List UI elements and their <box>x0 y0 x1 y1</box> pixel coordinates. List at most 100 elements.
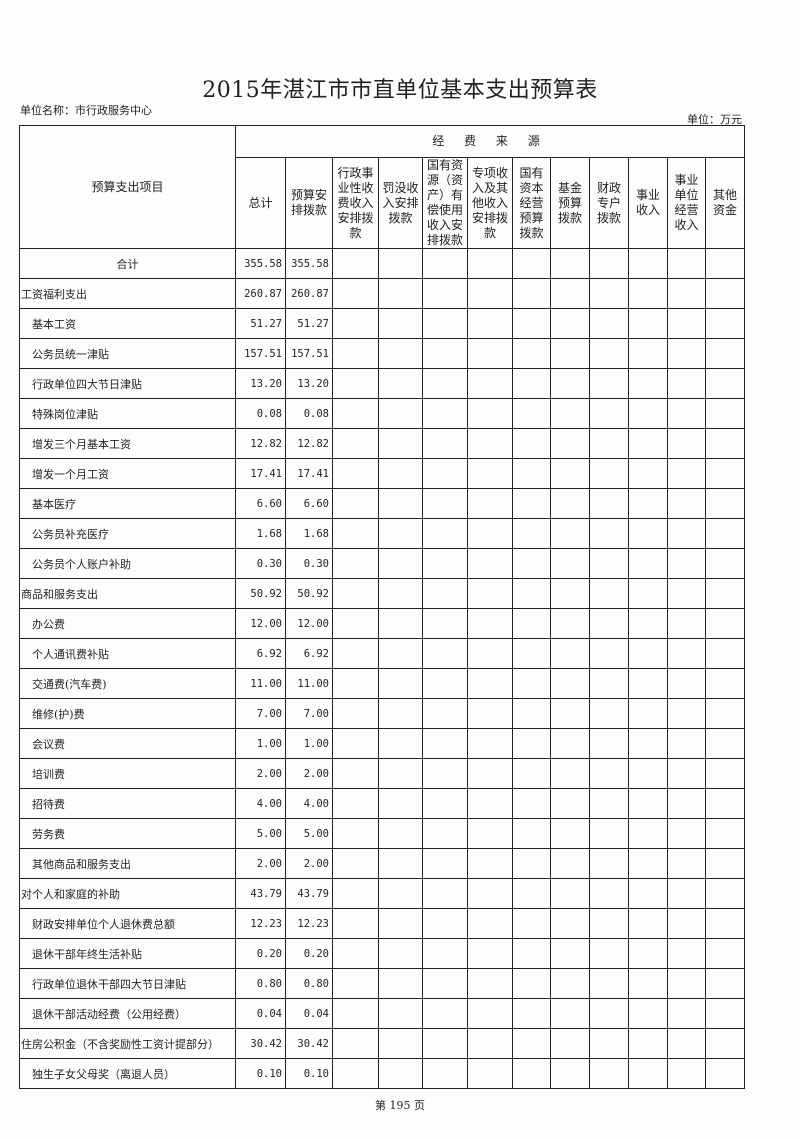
empty-cell <box>332 1058 379 1089</box>
empty-cell <box>512 758 551 789</box>
empty-cell <box>704 728 746 759</box>
empty-cell <box>704 908 746 939</box>
empty-cell <box>378 998 423 1029</box>
empty-cell <box>550 548 590 579</box>
empty-cell <box>378 458 423 489</box>
empty-cell <box>550 428 590 459</box>
table-row: 办公费 12.00 12.00 <box>19 608 746 639</box>
empty-cell <box>512 248 551 279</box>
table-row: 商品和服务支出 50.92 50.92 <box>19 578 746 609</box>
empty-cell <box>589 578 629 609</box>
cell-budget: 17.41 <box>285 458 333 489</box>
empty-cell <box>378 398 423 429</box>
row-item-name: 培训费 <box>19 758 236 789</box>
empty-cell <box>422 248 468 279</box>
table-row: 行政单位退休干部四大节日津贴 0.80 0.80 <box>19 968 746 999</box>
empty-cell <box>550 308 590 339</box>
empty-cell <box>422 608 468 639</box>
empty-cell <box>332 608 379 639</box>
empty-cell <box>512 1028 551 1059</box>
empty-cell <box>422 1058 468 1089</box>
empty-cell <box>550 788 590 819</box>
cell-budget: 30.42 <box>285 1028 333 1059</box>
empty-cell <box>378 668 423 699</box>
empty-cell <box>512 908 551 939</box>
table-row: 特殊岗位津贴 0.08 0.08 <box>19 398 746 429</box>
empty-cell <box>512 668 551 699</box>
empty-cell <box>667 908 706 939</box>
table-row: 劳务费 5.00 5.00 <box>19 818 746 849</box>
empty-cell <box>704 938 746 969</box>
row-item-name: 公务员统一津贴 <box>19 338 236 369</box>
empty-cell <box>704 308 746 339</box>
empty-cell <box>704 788 746 819</box>
cell-total: 5.00 <box>235 818 286 849</box>
column-header: 总计 <box>235 157 286 249</box>
cell-budget: 12.23 <box>285 908 333 939</box>
empty-cell <box>628 518 668 549</box>
cell-budget: 51.27 <box>285 308 333 339</box>
empty-cell <box>589 608 629 639</box>
empty-cell <box>550 758 590 789</box>
empty-cell <box>512 938 551 969</box>
cell-budget: 0.30 <box>285 548 333 579</box>
cell-total: 1.00 <box>235 728 286 759</box>
empty-cell <box>628 308 668 339</box>
empty-cell <box>332 878 379 909</box>
empty-cell <box>378 368 423 399</box>
empty-cell <box>512 728 551 759</box>
empty-cell <box>628 278 668 309</box>
column-header: 其他资金 <box>704 157 746 249</box>
empty-cell <box>512 368 551 399</box>
cell-total: 2.00 <box>235 758 286 789</box>
row-item-name: 商品和服务支出 <box>19 578 236 609</box>
empty-cell <box>667 788 706 819</box>
empty-cell <box>422 638 468 669</box>
empty-cell <box>667 278 706 309</box>
empty-cell <box>628 398 668 429</box>
empty-cell <box>512 308 551 339</box>
empty-cell <box>667 758 706 789</box>
empty-cell <box>704 848 746 879</box>
empty-cell <box>422 518 468 549</box>
empty-cell <box>378 848 423 879</box>
empty-cell <box>589 878 629 909</box>
empty-cell <box>667 368 706 399</box>
empty-cell <box>667 818 706 849</box>
empty-cell <box>667 728 706 759</box>
table-row: 公务员统一津贴 157.51 157.51 <box>19 338 746 369</box>
empty-cell <box>667 248 706 279</box>
cell-budget: 355.58 <box>285 248 333 279</box>
empty-cell <box>704 488 746 519</box>
empty-cell <box>628 608 668 639</box>
empty-cell <box>589 368 629 399</box>
empty-cell <box>422 578 468 609</box>
empty-cell <box>628 1028 668 1059</box>
cell-budget: 0.20 <box>285 938 333 969</box>
table-row: 增发三个月基本工资 12.82 12.82 <box>19 428 746 459</box>
cell-total: 0.08 <box>235 398 286 429</box>
unit-name: 单位名称：市行政服务中心 <box>20 104 152 117</box>
empty-cell <box>512 278 551 309</box>
empty-cell <box>467 308 513 339</box>
empty-cell <box>422 848 468 879</box>
empty-cell <box>512 968 551 999</box>
empty-cell <box>332 518 379 549</box>
cell-total: 12.00 <box>235 608 286 639</box>
empty-cell <box>378 548 423 579</box>
empty-cell <box>667 548 706 579</box>
empty-cell <box>589 428 629 459</box>
empty-cell <box>589 848 629 879</box>
empty-cell <box>378 638 423 669</box>
column-header: 预算安排拨款 <box>285 157 333 249</box>
empty-cell <box>628 848 668 879</box>
empty-cell <box>589 1028 629 1059</box>
table-row: 公务员补充医疗 1.68 1.68 <box>19 518 746 549</box>
empty-cell <box>667 1058 706 1089</box>
empty-cell <box>512 518 551 549</box>
cell-budget: 13.20 <box>285 368 333 399</box>
empty-cell <box>550 818 590 849</box>
empty-cell <box>467 1058 513 1089</box>
empty-cell <box>422 278 468 309</box>
cell-total: 30.42 <box>235 1028 286 1059</box>
